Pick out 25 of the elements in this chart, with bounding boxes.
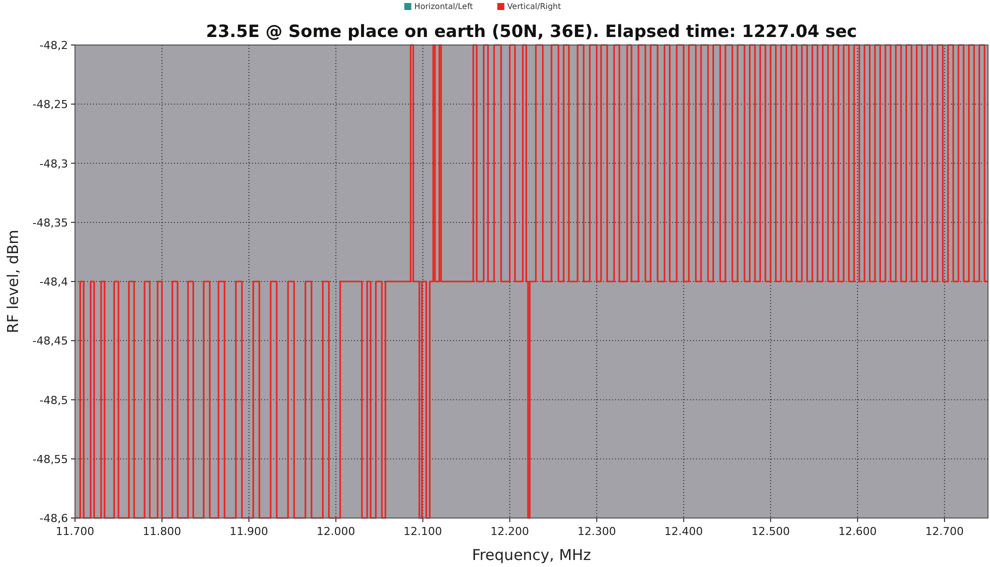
x-tick-label: 11.700 bbox=[56, 525, 94, 538]
y-tick-label: -48,4 bbox=[40, 276, 68, 288]
y-tick-label: -48,2 bbox=[40, 39, 68, 52]
x-tick-label: 12.000 bbox=[316, 525, 356, 538]
y-tick-label: -48,5 bbox=[40, 394, 68, 407]
y-tick-label: -48,6 bbox=[40, 512, 68, 525]
x-tick-label: 12.400 bbox=[664, 525, 703, 538]
y-tick-label: -48,3 bbox=[40, 157, 68, 170]
chart-title: 23.5E @ Some place on earth (50N, 36E). Elapsed time: 1227.04 sec bbox=[206, 22, 857, 42]
legend-label: Vertical/Right bbox=[507, 2, 562, 11]
x-tick-label: 12.500 bbox=[751, 525, 790, 538]
legend-label: Horizontal/Left bbox=[414, 2, 473, 11]
y-tick-label: -48,25 bbox=[32, 98, 68, 112]
x-tick-label: 12.600 bbox=[838, 525, 877, 538]
y-tick-label: -48,55 bbox=[32, 452, 68, 466]
x-tick-label: 12.200 bbox=[490, 525, 530, 538]
y-axis-title: RF level, dBm bbox=[4, 230, 22, 334]
y-tick-label: -48,45 bbox=[32, 334, 68, 348]
x-tick-label: 12.700 bbox=[925, 525, 964, 538]
x-axis-title: Frequency, MHz bbox=[472, 546, 592, 564]
x-tick-label: 12.300 bbox=[577, 525, 616, 538]
x-tick-label: 11.800 bbox=[142, 525, 182, 538]
y-tick-label: -48,35 bbox=[32, 216, 68, 230]
x-tick-label: 12.100 bbox=[404, 525, 442, 538]
x-tick-label: 11.900 bbox=[230, 525, 268, 538]
